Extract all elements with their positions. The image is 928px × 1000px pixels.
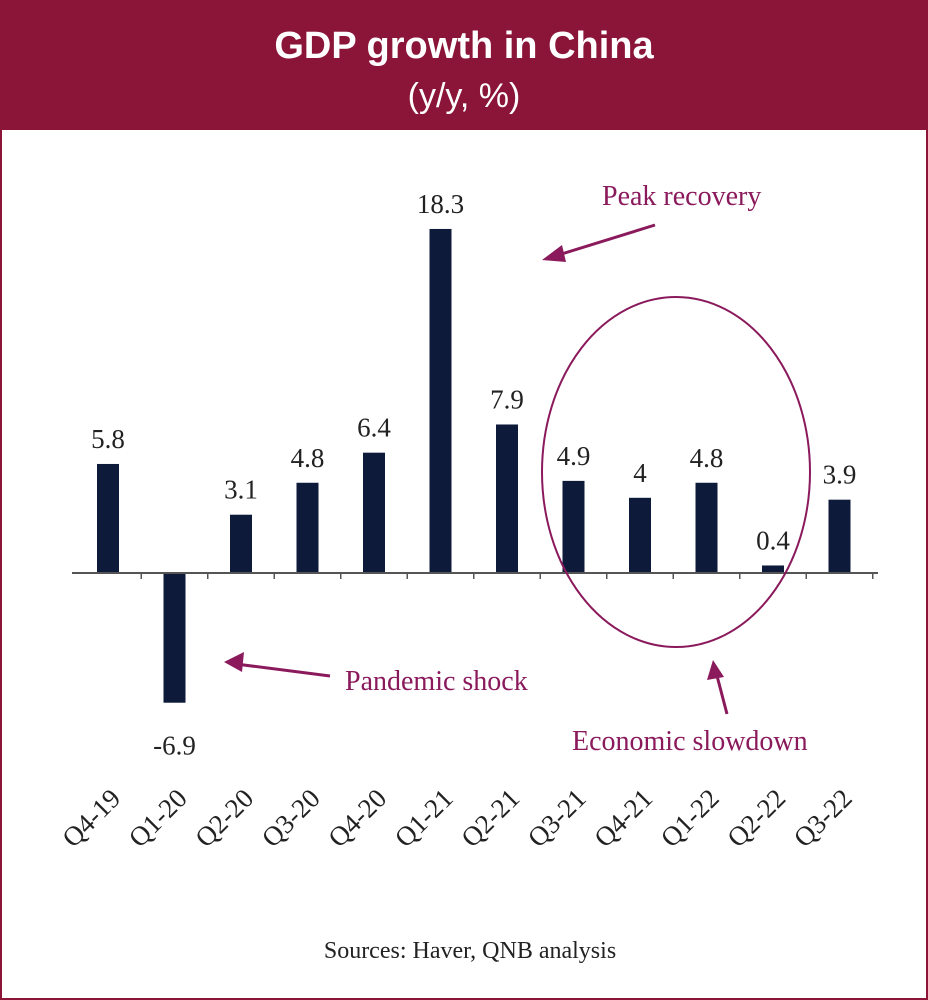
bar-q4-19 — [97, 463, 119, 573]
value-label-q1-22: 4.8 — [690, 443, 724, 473]
bar-q1-20 — [163, 573, 186, 703]
x-tick-label-q3-21: Q3-21 — [522, 783, 592, 853]
value-label-q4-19: 5.8 — [91, 424, 125, 454]
pandemic-shock-annotation: Pandemic shock — [345, 666, 528, 697]
x-tick-label-q1-20: Q1-20 — [123, 783, 193, 853]
source-note: Sources: Haver, QNB analysis — [324, 938, 616, 964]
chart-subtitle: (y/y, %) — [407, 77, 521, 115]
bars-group — [97, 228, 851, 703]
pandemic-shock-arrow — [235, 662, 331, 678]
economic-slowdown-ellipse — [541, 296, 811, 648]
value-label-q4-20: 6.4 — [357, 413, 391, 443]
bar-q4-21 — [629, 497, 651, 573]
x-tick-label-q2-22: Q2-22 — [721, 783, 791, 853]
chart-header: GDP growth in China (y/y, %) — [2, 2, 926, 130]
x-tick-label-q4-20: Q4-20 — [322, 783, 392, 853]
bar-q3-21 — [562, 480, 585, 573]
value-label-q3-21: 4.9 — [557, 441, 591, 471]
value-label-q3-20: 4.8 — [291, 443, 325, 473]
value-label-q2-21: 7.9 — [490, 384, 524, 414]
chart-title: GDP growth in China — [274, 25, 654, 67]
x-tick-label-q1-22: Q1-22 — [655, 783, 725, 853]
value-label-q1-21: 18.3 — [417, 189, 464, 219]
peak-recovery-arrowhead — [542, 245, 566, 262]
value-label-q2-22: 0.4 — [756, 525, 790, 555]
pandemic-shock-arrowhead — [224, 652, 244, 672]
value-label-q1-20: -6.9 — [153, 731, 196, 761]
bar-q3-20 — [296, 482, 319, 573]
economic-slowdown-arrow — [714, 671, 729, 715]
x-tick-label-q1-21: Q1-21 — [389, 783, 459, 853]
bar-q1-22 — [695, 482, 718, 573]
value-label-q2-20: 3.1 — [224, 475, 258, 505]
x-tick-label-q4-19: Q4-19 — [56, 783, 126, 853]
economic-slowdown-annotation: Economic slowdown — [572, 726, 808, 757]
economic-slowdown-arrowhead — [707, 660, 724, 680]
peak-recovery-arrow — [554, 223, 656, 258]
annotations-group: Peak recovery Pandemic shock Economic sl… — [224, 181, 811, 757]
bar-q2-22 — [762, 565, 784, 573]
value-label-q3-22: 3.9 — [823, 460, 857, 490]
x-tick-label-q2-21: Q2-21 — [455, 783, 525, 853]
bar-q4-20 — [363, 452, 385, 573]
x-tick-label-q3-22: Q3-22 — [788, 783, 858, 853]
x-tick-label-q3-20: Q3-20 — [256, 783, 326, 853]
x-tick-label-q4-21: Q4-21 — [588, 783, 658, 853]
bar-q3-22 — [828, 499, 851, 573]
value-labels-group: 5.8 -6.9 3.1 4.8 6.4 18.3 7.9 4.9 4 4.8 0.4 3.9 — [91, 189, 856, 761]
x-tick-label-q2-20: Q2-20 — [189, 783, 259, 853]
bar-q1-21 — [429, 228, 452, 573]
value-label-q4-21: 4 — [633, 458, 647, 488]
bar-q2-21 — [496, 424, 518, 573]
peak-recovery-annotation: Peak recovery — [602, 181, 761, 212]
bar-q2-20 — [230, 514, 252, 573]
